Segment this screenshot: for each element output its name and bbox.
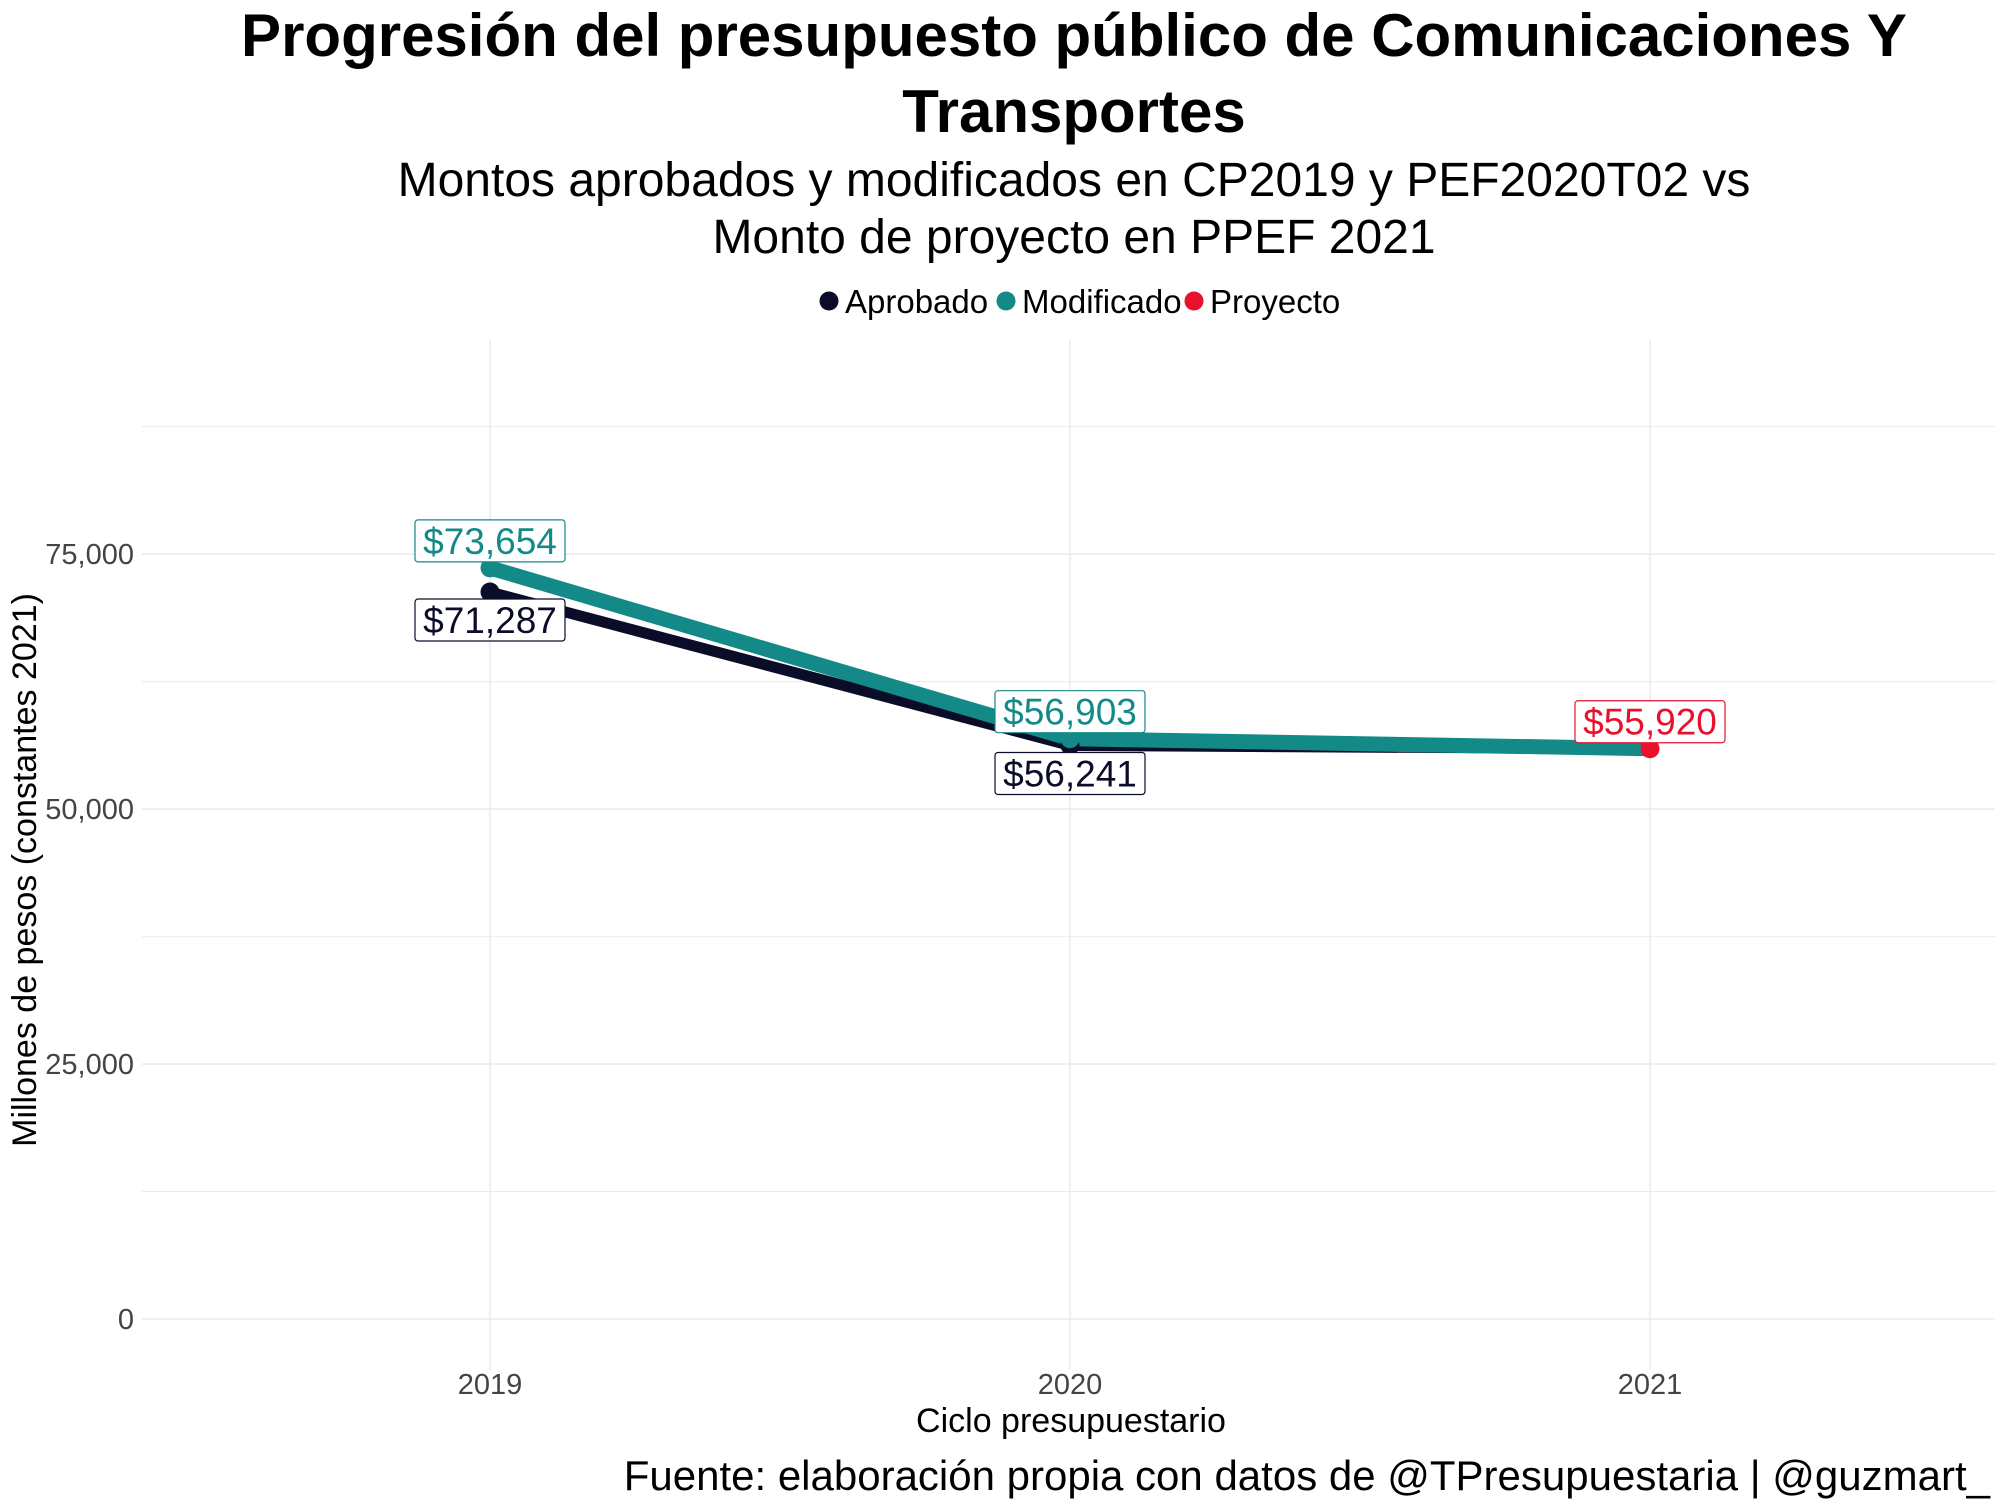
data-label-box (994, 751, 1146, 796)
x-axis-ticks: 2019 2020 2021 (458, 1369, 1683, 1401)
gridlines (142, 340, 1995, 1370)
legend: Aprobado Modificado Proyecto (819, 283, 1340, 320)
chart-title: Progresión del presupuesto público de Co… (241, 2, 1907, 69)
legend-marker-proyecto (1184, 291, 1204, 311)
legend-label-proyecto: Proyecto (1210, 283, 1340, 320)
series-points (480, 558, 1660, 759)
y-axis-ticks: 0 25,000 50,000 75,000 (45, 539, 134, 1336)
data-label: $55,920 (1583, 702, 1717, 743)
data-label: $73,654 (423, 521, 557, 562)
data-label-box (414, 598, 566, 642)
chart-subtitle-line2: Monto de proyecto en PPEF 2021 (712, 211, 1435, 264)
data-label-box (414, 519, 566, 563)
chart-title-line2: Transportes (902, 78, 1245, 145)
data-label-box (994, 690, 1146, 734)
y-tick-label: 25,000 (45, 1049, 134, 1081)
y-axis-title: Millones de pesos (constantes 2021) (6, 593, 44, 1147)
x-tick-label: 2021 (1618, 1369, 1683, 1401)
legend-marker-aprobado (819, 291, 839, 311)
data-labels: $71,287 $56,241 $73,654 $56,903 $55,920 (414, 519, 1726, 796)
x-tick-label: 2019 (458, 1369, 523, 1401)
data-point-aprobado (480, 582, 500, 602)
x-axis-title: Ciclo presupuestario (916, 1402, 1226, 1440)
y-tick-label: 75,000 (45, 539, 134, 571)
y-tick-label: 0 (118, 1304, 134, 1336)
caption: Fuente: elaboración propia con datos de … (624, 1452, 1991, 1499)
data-label: $71,287 (423, 600, 557, 641)
data-label: $56,241 (1003, 753, 1137, 794)
chart-subtitle: Montos aprobados y modificados en CP2019… (398, 154, 1751, 207)
data-point-modificado (480, 558, 500, 578)
legend-label-aprobado: Aprobado (845, 283, 988, 320)
data-point-modificado (1060, 729, 1080, 749)
x-tick-label: 2020 (1038, 1369, 1103, 1401)
legend-marker-modificado (996, 291, 1016, 311)
legend-label-modificado: Modificado (1022, 283, 1182, 320)
data-point-proyecto (1640, 739, 1660, 759)
data-label-box (1574, 700, 1726, 744)
y-tick-label: 50,000 (45, 794, 134, 826)
data-label: $56,903 (1003, 692, 1137, 733)
